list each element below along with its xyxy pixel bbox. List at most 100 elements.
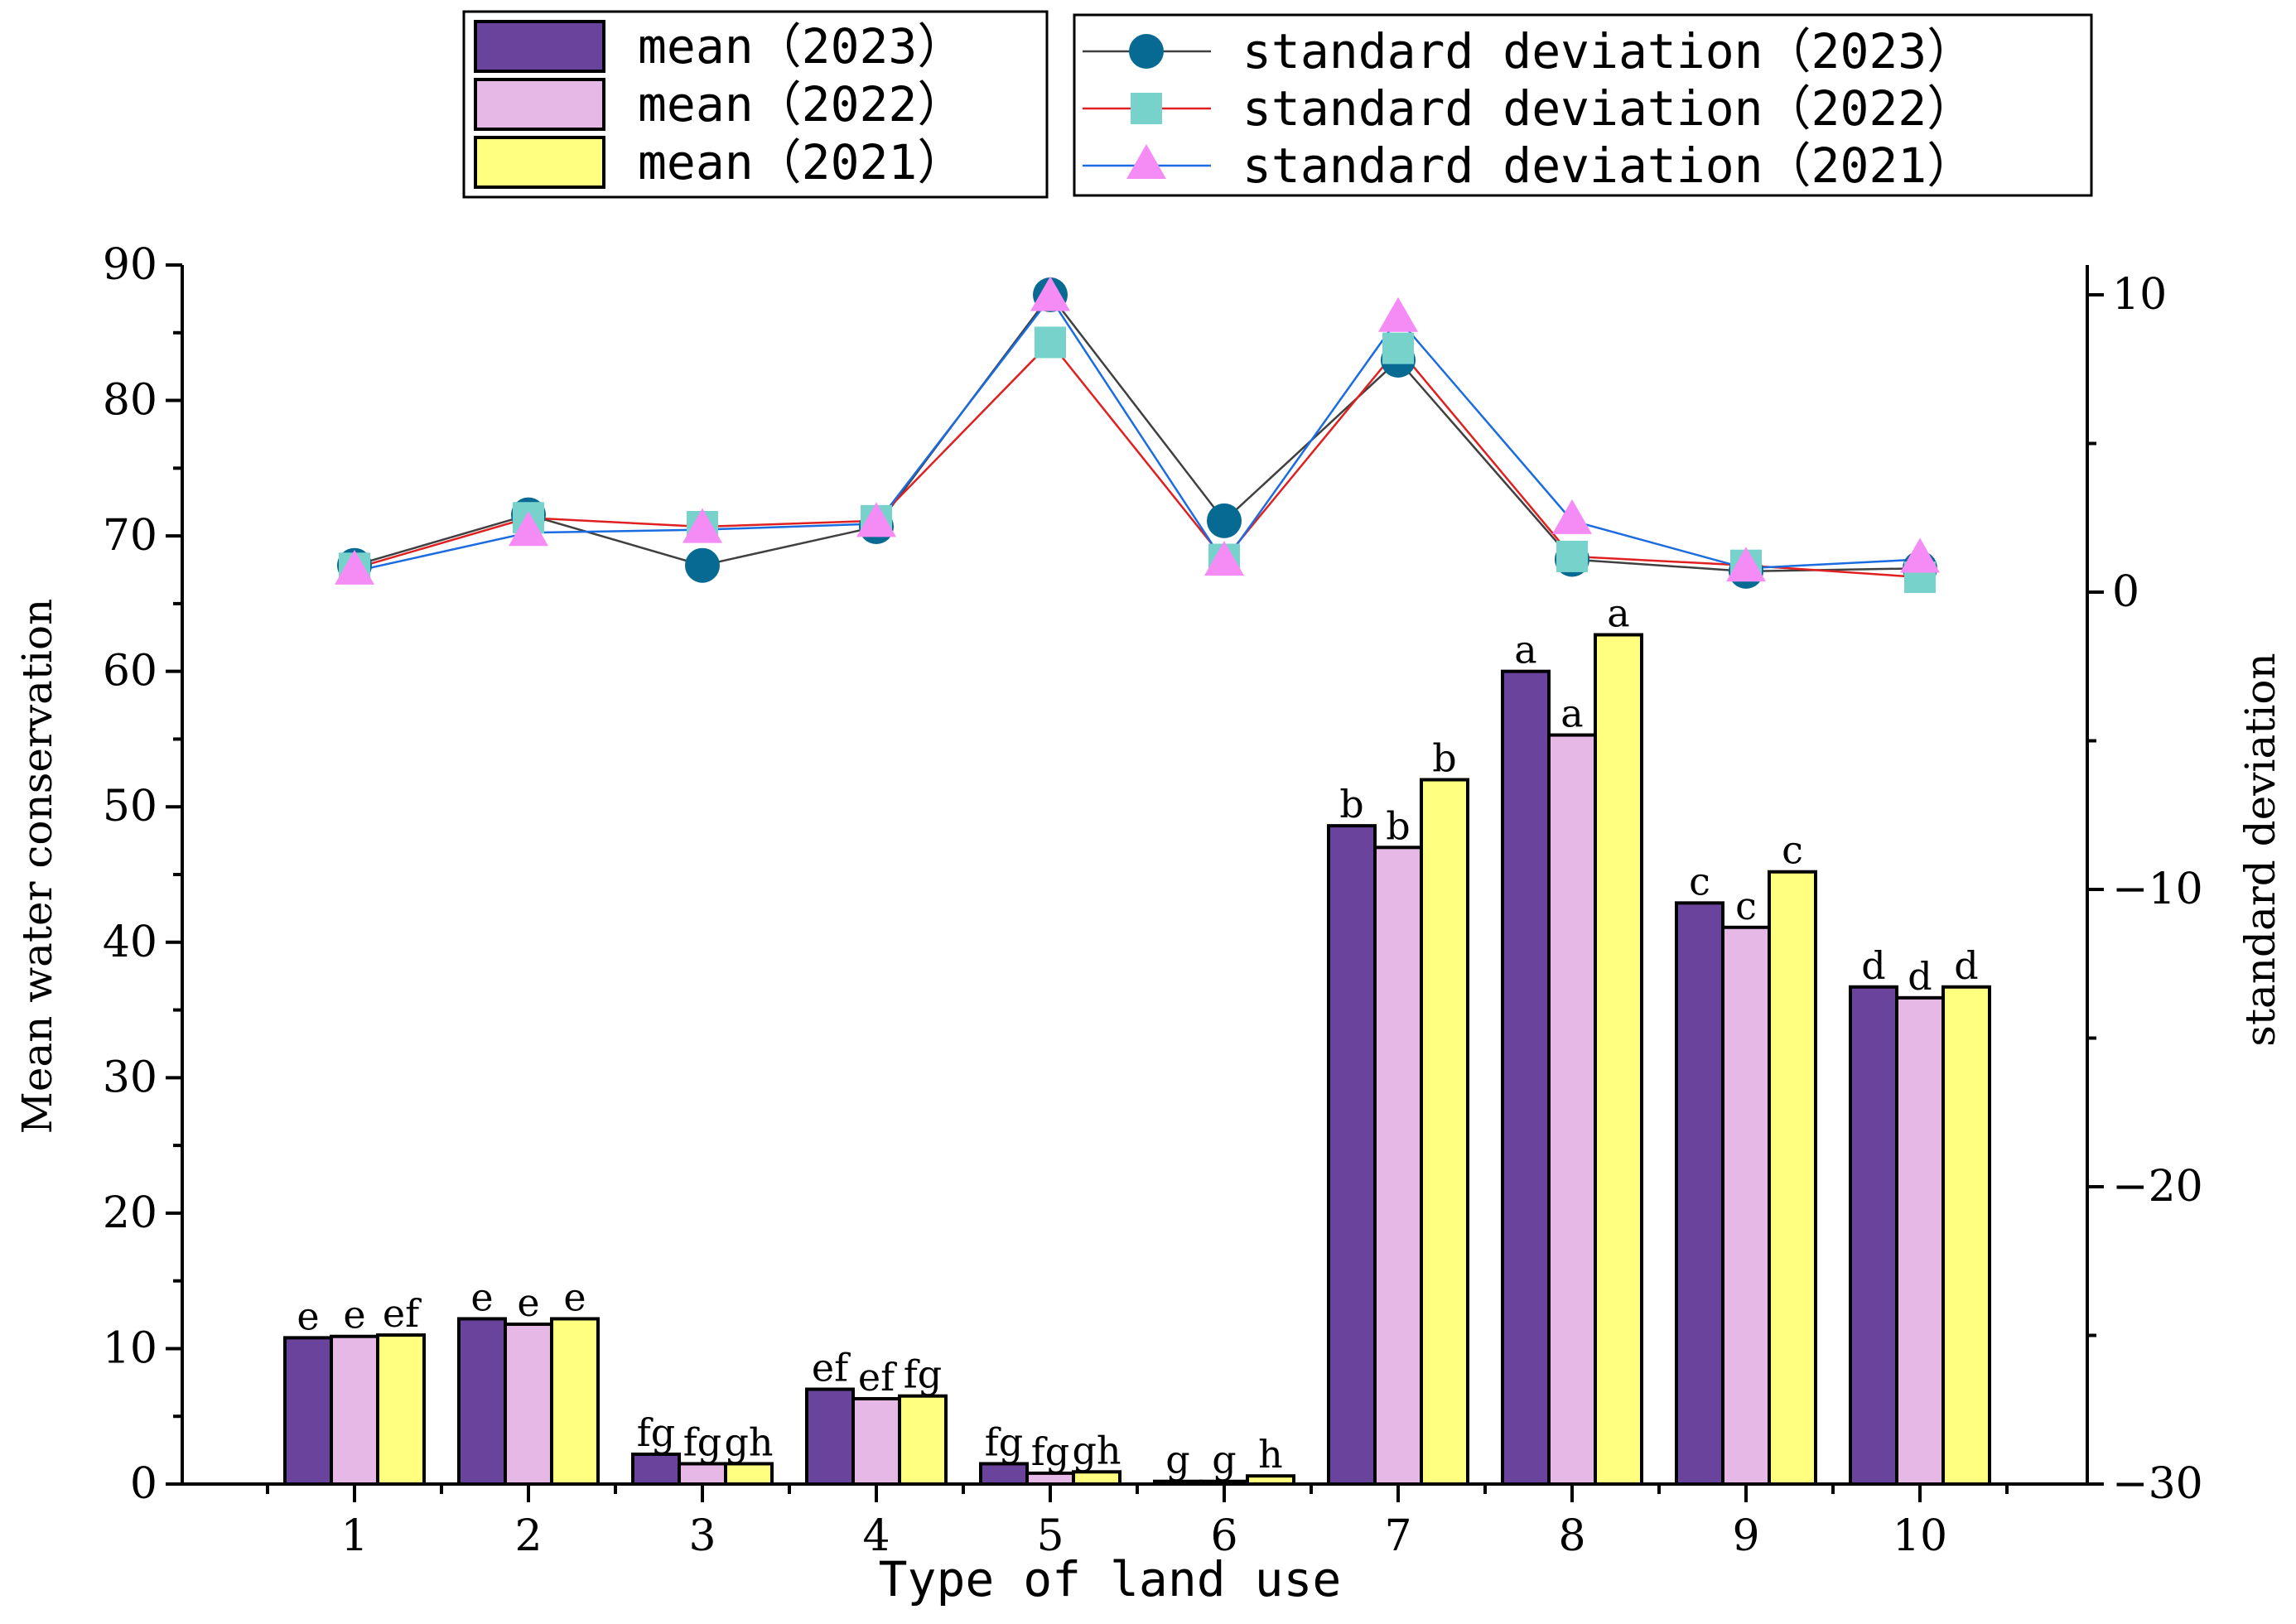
line-point xyxy=(1726,547,1766,582)
bar-data-label: c xyxy=(1689,859,1710,904)
line-point xyxy=(1030,276,1070,311)
y-tick-label: 20 xyxy=(103,1188,157,1238)
bar-data-label: c xyxy=(1735,884,1757,928)
x-tick-label: 9 xyxy=(1732,1511,1759,1561)
bar-data-label: b xyxy=(1432,736,1456,781)
x-tick-label: 2 xyxy=(514,1511,542,1561)
x-axis-title: Type of land use xyxy=(879,1551,1342,1607)
bar-data-label: fg xyxy=(1031,1429,1069,1474)
x-tick-label: 6 xyxy=(1210,1511,1237,1561)
line-point xyxy=(856,502,896,537)
x-tick-label: 8 xyxy=(1558,1511,1585,1561)
legend-label: standard deviation（2023） xyxy=(1242,23,1975,80)
y2-tick-label: −30 xyxy=(2112,1459,2203,1509)
bar-data-label: gh xyxy=(1072,1428,1121,1472)
x-tick-label: 7 xyxy=(1384,1511,1411,1561)
y2-tick-label: −20 xyxy=(2112,1162,2203,1212)
bar xyxy=(1547,733,1597,1486)
x-tick-label: 1 xyxy=(340,1511,368,1561)
line-point xyxy=(1035,326,1066,359)
y2-tick-label: 10 xyxy=(2112,270,2167,320)
bar xyxy=(1594,633,1643,1486)
legend-swatch xyxy=(474,136,605,189)
bar-data-label: ef xyxy=(383,1291,422,1336)
bar xyxy=(1721,925,1771,1486)
bar xyxy=(550,1317,600,1487)
y-tick-label: 0 xyxy=(130,1459,157,1509)
line-point xyxy=(1556,540,1588,572)
legend-label: standard deviation（2021） xyxy=(1242,137,1975,194)
bar-data-label: d xyxy=(1908,954,1932,999)
legend-marker xyxy=(1129,34,1164,69)
x-tick-label: 3 xyxy=(688,1511,716,1561)
y2-tick-label: 0 xyxy=(2112,567,2139,617)
y-tick-label: 80 xyxy=(103,376,157,426)
line-point xyxy=(1204,541,1244,576)
bar-data-label: d xyxy=(1954,943,1978,988)
bar-data-label: g xyxy=(1165,1438,1189,1482)
bar xyxy=(851,1396,901,1486)
bar xyxy=(1941,985,1991,1486)
bar xyxy=(1849,985,1898,1486)
bar xyxy=(898,1394,948,1486)
legend-label: mean（2021） xyxy=(638,134,965,190)
bar-data-label: e xyxy=(517,1280,539,1325)
legend-marker xyxy=(1126,144,1166,179)
y-tick-label: 90 xyxy=(103,240,157,290)
y-tick-label: 60 xyxy=(103,647,157,696)
bar-data-label: fg xyxy=(637,1410,675,1455)
bar-data-label: c xyxy=(1782,828,1803,873)
bar xyxy=(805,1387,855,1486)
bar-data-label: gh xyxy=(724,1419,773,1464)
line-point xyxy=(685,547,720,583)
y-axis-title: Mean water conservation xyxy=(13,599,61,1135)
bar-data-label: b xyxy=(1339,782,1363,826)
bar-data-label: g xyxy=(1212,1438,1236,1482)
bar-data-label: h xyxy=(1258,1432,1283,1477)
bar xyxy=(457,1317,507,1487)
bar xyxy=(1675,901,1724,1486)
y-tick-label: 70 xyxy=(103,511,157,561)
legend-marker xyxy=(1131,93,1162,124)
bar xyxy=(283,1336,333,1486)
legend-swatch xyxy=(474,78,605,131)
bar xyxy=(1768,870,1817,1486)
line-legend-box xyxy=(1073,13,2093,197)
series-line xyxy=(354,340,1921,579)
series-line xyxy=(354,292,1921,573)
bar-data-label: fg xyxy=(683,1419,721,1464)
x-tick-label: 4 xyxy=(862,1511,890,1561)
bar-data-label: b xyxy=(1386,803,1410,848)
line-point xyxy=(1900,537,1940,573)
bar-data-label: a xyxy=(1560,692,1583,736)
bar-data-label: e xyxy=(343,1293,365,1337)
bar xyxy=(1373,846,1423,1486)
bar xyxy=(678,1462,727,1487)
bar xyxy=(979,1462,1029,1487)
bar-data-label: fg xyxy=(904,1352,942,1397)
y-tick-label: 50 xyxy=(103,782,157,831)
y2-axis-title: standard deviation xyxy=(2236,653,2284,1046)
bar-data-label: a xyxy=(1514,628,1536,672)
bar-data-label: e xyxy=(297,1294,319,1338)
legend-label: mean（2023） xyxy=(638,18,965,75)
legend-swatch xyxy=(474,20,605,73)
x-tick-label: 10 xyxy=(1893,1511,1947,1561)
bar xyxy=(376,1333,426,1486)
bar xyxy=(724,1462,774,1487)
series-line xyxy=(354,296,1921,573)
y-tick-label: 10 xyxy=(103,1323,157,1373)
line-point xyxy=(1207,503,1242,538)
y-tick-label: 30 xyxy=(103,1053,157,1102)
line-point xyxy=(683,508,722,543)
y2-tick-label: −10 xyxy=(2112,865,2203,914)
bar xyxy=(330,1334,379,1487)
legend-label: standard deviation（2022） xyxy=(1242,80,1975,137)
bar-data-label: e xyxy=(470,1275,493,1319)
bar xyxy=(1327,824,1377,1486)
bar-data-label: d xyxy=(1861,943,1885,988)
bar-data-label: ef xyxy=(812,1346,851,1390)
bar xyxy=(631,1453,681,1487)
line-point xyxy=(1552,499,1592,534)
